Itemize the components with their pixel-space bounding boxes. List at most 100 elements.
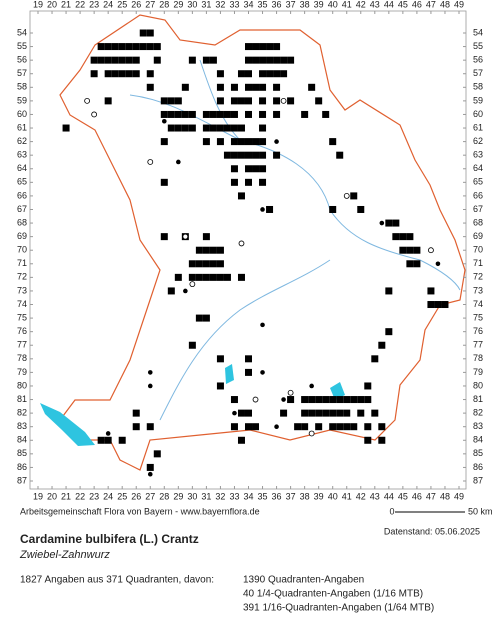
row-label: 71 [473,258,483,268]
column-label: 21 [61,491,71,501]
quadrant-marker [280,409,288,417]
row-label: 61 [17,122,27,132]
column-label: 24 [103,0,113,9]
row-label: 67 [473,204,483,214]
quadrant-marker [230,423,238,431]
quadrant-marker [202,260,210,268]
row-label: 77 [17,340,27,350]
quadrant-marker [188,341,196,349]
row-label: 84 [473,435,483,445]
quadrant-marker [287,56,295,64]
column-label: 39 [314,491,324,501]
quadrant-marker [245,151,252,159]
quadrant-marker [266,43,274,51]
quadrant-marker [273,97,281,105]
quadrant-marker [259,110,267,118]
dot-marker [147,471,153,477]
quadrant-marker [216,382,224,390]
dot-marker [379,220,385,226]
quadrant-marker [245,165,252,173]
row-label: 54 [17,27,27,37]
column-label: 32 [215,0,225,9]
quadrant-marker [273,83,281,91]
row-label: 58 [17,82,27,92]
quadrant-marker [230,110,238,118]
open-marker [147,159,154,165]
row-label: 87 [473,475,483,485]
quadrant-marker [315,396,323,404]
column-label: 49 [454,0,464,9]
credit: Arbeitsgemeinschaft Flora von Bayern - w… [20,506,260,516]
row-label: 66 [473,190,483,200]
row-label: 81 [17,394,27,404]
quadrant-marker [252,423,260,431]
column-label: 21 [61,0,71,9]
quadrant-marker [259,83,267,91]
quadrant-marker [111,56,119,64]
quadrant-marker [237,192,245,200]
quadrant-marker [174,110,182,118]
column-label: 27 [145,0,155,9]
date: Datenstand: 05.06.2025 [384,526,480,536]
quadrant-marker [434,301,442,309]
column-label: 27 [145,491,155,501]
column-label: 37 [286,0,296,9]
quadrant-marker [216,70,224,78]
quadrant-marker [273,151,281,159]
quadrant-marker [146,43,154,51]
column-label: 40 [328,491,338,501]
open-marker [252,396,259,403]
column-label: 38 [300,491,310,501]
quadrant-marker [301,409,309,417]
river [129,94,461,291]
quadrant-marker [364,436,372,444]
column-label: 42 [356,0,366,9]
column-label: 35 [258,0,268,9]
quadrant-marker [132,56,140,64]
column-label: 19 [33,491,43,501]
quadrant-marker [188,273,196,281]
quadrant-marker [216,97,224,105]
quadrant-marker [104,43,112,51]
legend-entry: 1390 Quadranten-Angaben [243,575,364,586]
row-label: 73 [473,285,483,295]
column-label: 26 [131,491,141,501]
quadrant-marker [329,423,337,431]
row-label: 63 [473,150,483,160]
quadrant-marker [385,219,393,227]
quadrant-marker [188,124,196,132]
quadrant-marker [104,97,112,105]
row-label: 64 [473,163,483,173]
row-label: 81 [473,394,483,404]
column-label: 49 [454,491,464,501]
quadrant-marker [336,151,344,159]
column-label: 41 [342,0,352,9]
quadrant-marker [385,328,393,336]
row-label: 59 [17,95,27,105]
column-label: 28 [159,0,169,9]
column-label: 19 [33,0,43,9]
quadrant-marker [259,97,267,105]
row-label: 60 [473,109,483,119]
column-label: 22 [75,491,85,501]
quadrant-marker [62,124,70,132]
quadrant-marker [406,260,414,268]
quadrant-marker [301,423,309,431]
dot-marker [147,383,153,389]
quadrant-marker [181,83,189,91]
open-marker [428,247,434,254]
quadrant-marker [294,423,302,431]
quadrant-marker [188,260,196,268]
row-label: 80 [17,380,27,390]
row-label: 56 [17,55,27,65]
row-label: 69 [17,231,27,241]
quadrant-marker [441,301,449,309]
quadrant-marker [315,409,323,417]
row-label: 74 [17,299,27,309]
quadrant-marker [104,70,112,78]
row-label: 62 [473,136,483,146]
dot-marker [260,322,265,328]
column-label: 41 [342,491,352,501]
column-label: 31 [201,0,211,9]
